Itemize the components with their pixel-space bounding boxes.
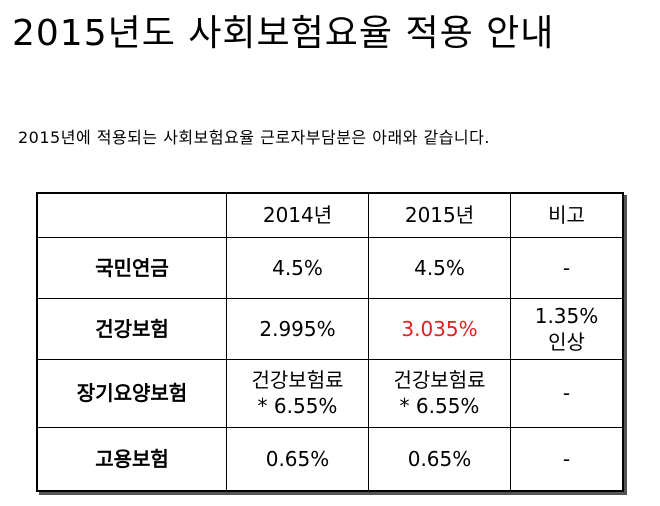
row-label: 장기요양보험 [36, 358, 227, 428]
cell-line-2: * 6.55% [399, 394, 480, 418]
row-label: 고용보험 [36, 426, 227, 492]
cell-2015: 건강보험료 * 6.55% [368, 358, 511, 428]
cell-line-1: 건강보험료 [393, 368, 486, 392]
page-title: 2015년도 사회보험요율 적용 안내 [12, 13, 555, 54]
cell-2014: 4.5% [226, 236, 369, 299]
cell-2014: 건강보험료 * 6.55% [226, 358, 369, 428]
cell-line-1: 건강보험료 [251, 368, 344, 392]
cell-note: - [510, 358, 624, 428]
insurance-rate-table: 2014년 2015년 비고 국민연금 4.5% 4.5% - 건강보험 2.9… [36, 192, 624, 492]
table-header-row: 2014년 2015년 비고 [36, 192, 624, 238]
cell-2015: 4.5% [368, 236, 511, 299]
cell-2014: 2.995% [226, 297, 369, 360]
cell-note: 1.35% 인상 [510, 297, 624, 360]
header-empty-cell [36, 192, 227, 238]
header-2014: 2014년 [226, 192, 369, 238]
cell-line-2: * 6.55% [257, 394, 338, 418]
cell-note: - [510, 236, 624, 299]
cell-note: - [510, 426, 624, 492]
row-label: 건강보험 [36, 297, 227, 360]
table-row: 고용보험 0.65% 0.65% - [36, 426, 624, 492]
table-row: 건강보험 2.995% 3.035% 1.35% 인상 [36, 297, 624, 360]
header-2015: 2015년 [368, 192, 511, 238]
cell-2014: 0.65% [226, 426, 369, 492]
note-line-1: 1.35% [534, 303, 599, 328]
intro-text: 2015년에 적용되는 사회보험요율 근로자부담분은 아래와 같습니다. [18, 128, 490, 147]
table-row: 장기요양보험 건강보험료 * 6.55% 건강보험료 * 6.55% - [36, 358, 624, 428]
cell-2015: 0.65% [368, 426, 511, 492]
cell-2015-highlight: 3.035% [368, 297, 511, 360]
note-line-2: 인상 [548, 329, 585, 354]
table-row: 국민연금 4.5% 4.5% - [36, 236, 624, 299]
header-note: 비고 [510, 192, 624, 238]
row-label: 국민연금 [36, 236, 227, 299]
